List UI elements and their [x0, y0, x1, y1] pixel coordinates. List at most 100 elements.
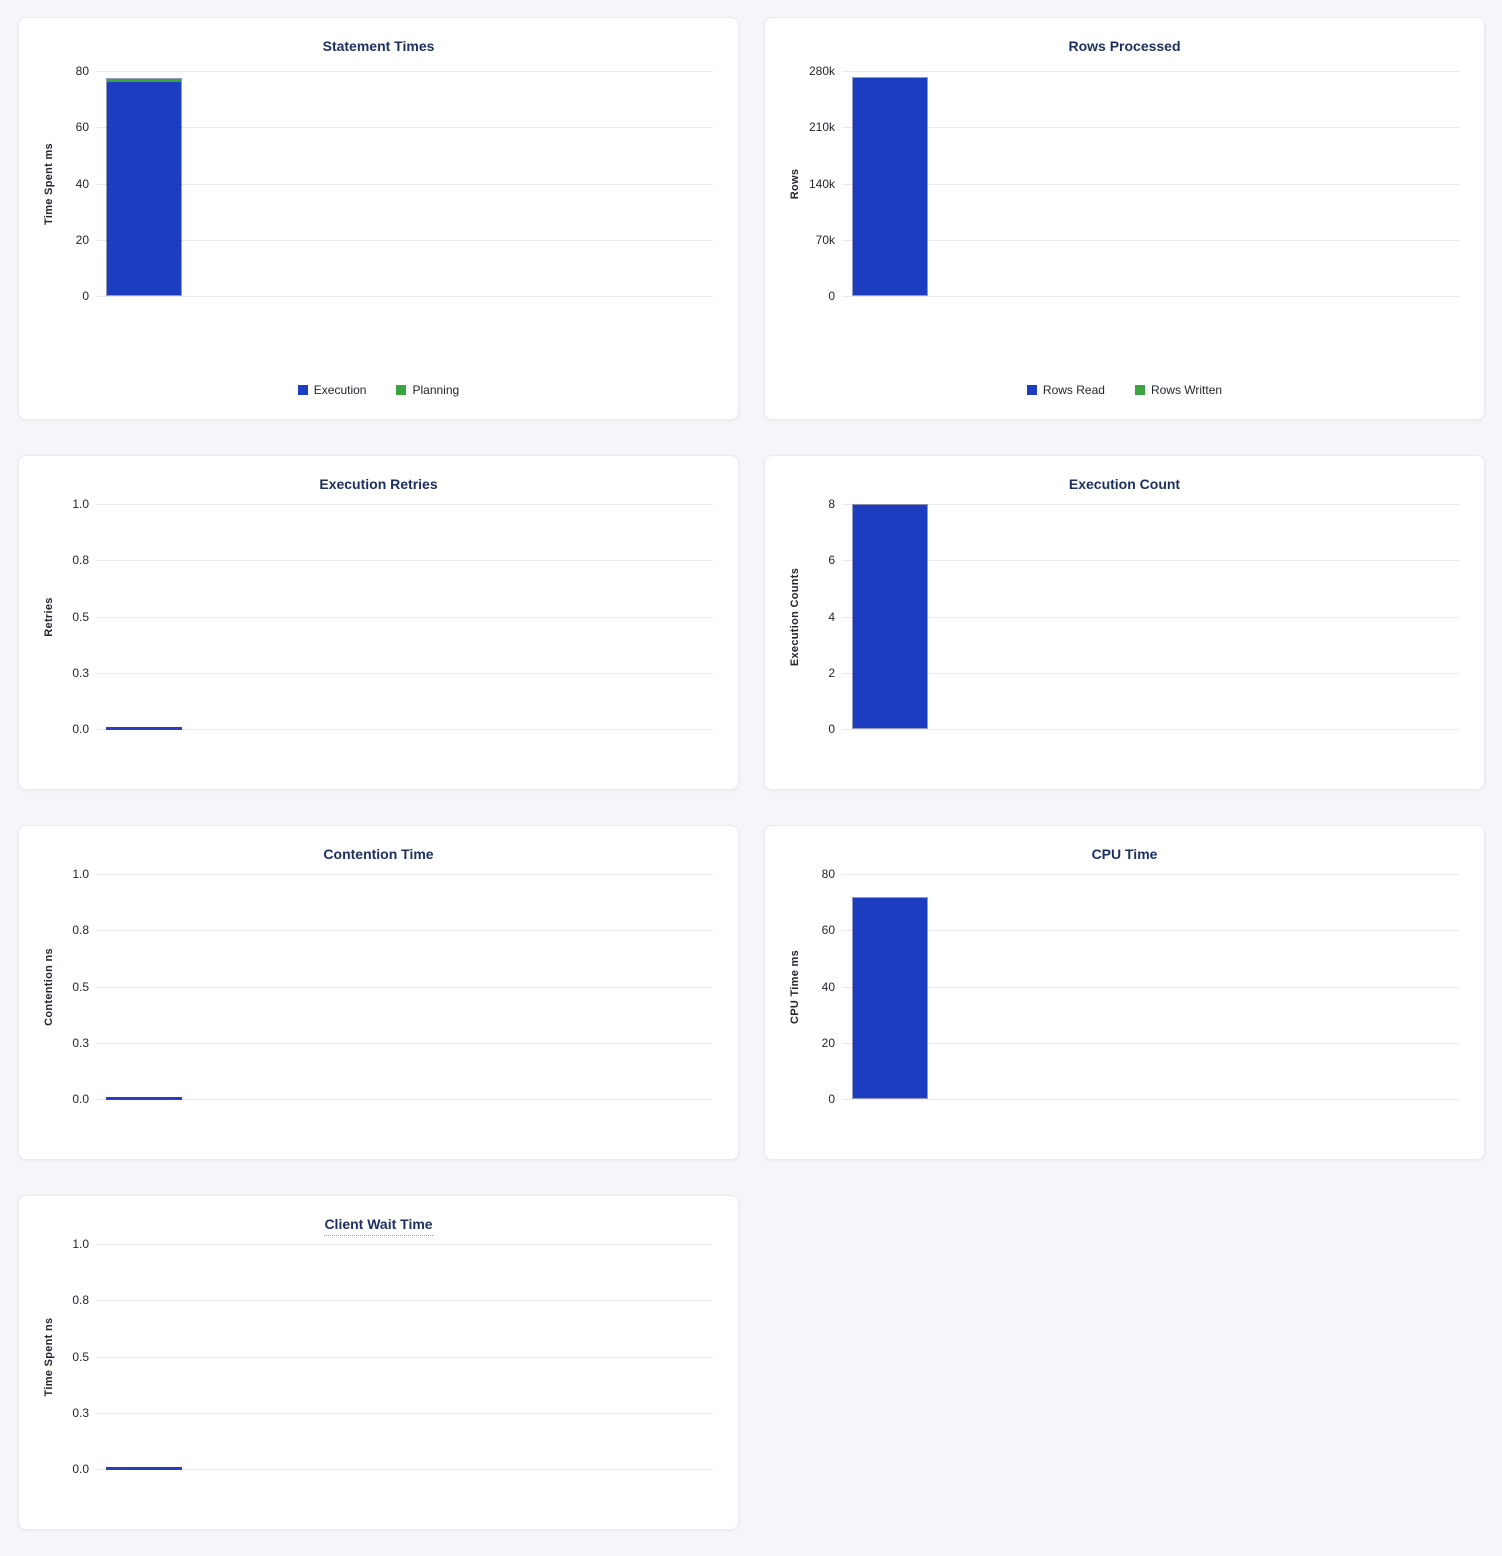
gridline — [96, 729, 713, 730]
y-tick-label: 1.0 — [72, 497, 89, 511]
y-tick-label: 140k — [808, 176, 835, 191]
chart-title-row: CPU Time — [765, 826, 1484, 864]
chart-card-statement-times: Statement Times Time Spent ms 0 20 40 60 80 … — [18, 17, 739, 420]
y-tick-label: 0.3 — [72, 1035, 89, 1050]
zero-value-bar — [106, 1097, 182, 1100]
legend-label: Execution — [313, 383, 367, 397]
legend-swatch-execution — [297, 385, 308, 395]
chart-title: Rows Processed — [1068, 38, 1181, 54]
y-tick-label: 2 — [828, 665, 835, 680]
y-tick-label: 0 — [828, 722, 835, 736]
legend: Execution Planning — [19, 383, 738, 397]
chart-title-row: Execution Count — [765, 456, 1484, 494]
chart-title-row: Contention Time — [19, 826, 738, 864]
legend-swatch-planning — [396, 385, 407, 395]
gridline — [96, 930, 713, 932]
gridline — [96, 504, 713, 505]
bar-segment-execution-count — [853, 505, 927, 728]
gridline — [96, 672, 713, 674]
bar-segment-planning — [107, 79, 181, 82]
gridline — [96, 1300, 713, 1302]
gridline — [96, 1469, 713, 1470]
y-tick-label: 6 — [828, 553, 835, 568]
chart-title: Statement Times — [322, 38, 435, 54]
gridline — [842, 239, 1459, 241]
gridline — [842, 504, 1459, 505]
y-tick-label: 210k — [808, 120, 835, 135]
gridline — [842, 560, 1459, 562]
y-tick-label: 0.8 — [72, 553, 89, 568]
legend-swatch-rows-written — [1134, 385, 1145, 395]
gridline — [96, 1356, 713, 1358]
bar-segment-rows-read — [853, 78, 927, 295]
gridline — [96, 1244, 713, 1245]
y-tick-label: 0.0 — [72, 1462, 89, 1476]
y-tick-label: 1.0 — [72, 1237, 89, 1251]
bar — [852, 896, 928, 1099]
y-tick-label: 0.5 — [72, 979, 89, 994]
gridline — [842, 874, 1459, 875]
legend-item-planning: Planning — [396, 383, 459, 397]
gridline — [96, 616, 713, 618]
legend-label: Rows Read — [1042, 383, 1105, 397]
y-tick-label: 4 — [828, 609, 835, 624]
gridline — [842, 1042, 1459, 1044]
gridline — [96, 183, 713, 185]
bar-segment-execution — [107, 81, 181, 295]
y-tick-label: 60 — [821, 923, 835, 938]
chart-title: Execution Retries — [319, 476, 438, 492]
chart-title[interactable]: Client Wait Time — [324, 1216, 433, 1236]
y-tick-label: 70k — [815, 232, 835, 247]
gridline — [96, 1099, 713, 1100]
gridline — [842, 71, 1459, 72]
gridline — [842, 127, 1459, 129]
gridline — [96, 239, 713, 241]
y-tick-label: 0.8 — [72, 923, 89, 938]
y-tick-label: 0.8 — [72, 1293, 89, 1308]
legend: Rows Read Rows Written — [765, 383, 1484, 397]
chart-title-row: Statement Times — [19, 18, 738, 56]
y-tick-label: 40 — [75, 176, 89, 191]
legend-item-rows-read: Rows Read — [1026, 383, 1105, 397]
y-tick-label: 1.0 — [72, 867, 89, 881]
legend-label: Planning — [412, 383, 460, 397]
chart-card-client-wait-time: Client Wait Time Time Spent ns 0.0 0.3 0.5… — [18, 1195, 739, 1530]
y-tick-label: 0 — [828, 289, 835, 303]
chart-title-row: Rows Processed — [765, 18, 1484, 56]
gridline — [96, 1042, 713, 1044]
gridline — [96, 296, 713, 297]
gridline — [842, 986, 1459, 988]
plot-area: 0 20 40 60 80 — [822, 867, 1459, 1106]
y-tick-label: 60 — [75, 120, 89, 135]
y-tick-label: 0.0 — [72, 1092, 89, 1106]
plot-area: 0.0 0.3 0.5 0.8 1.0 — [72, 1237, 713, 1476]
y-tick-label: 80 — [75, 64, 89, 78]
bar-segment-cpu-time — [853, 897, 927, 1098]
zero-value-bar — [106, 727, 182, 730]
y-tick-label: 0.3 — [72, 1405, 89, 1420]
y-tick-label: 0 — [828, 1092, 835, 1106]
gridline — [842, 729, 1459, 730]
gridline — [96, 560, 713, 562]
y-tick-label: 280k — [808, 64, 835, 78]
chart-card-contention-time: Contention Time Contention ns 0.0 0.3 0.5 0… — [18, 825, 739, 1160]
gridline — [842, 183, 1459, 185]
chart-title-row: Execution Retries — [19, 456, 738, 494]
gridline — [96, 874, 713, 875]
bar — [106, 78, 182, 296]
y-tick-label: 20 — [75, 232, 89, 247]
legend-swatch-rows-read — [1026, 385, 1037, 395]
chart-title: CPU Time — [1091, 846, 1158, 862]
y-tick-label: 20 — [821, 1035, 835, 1050]
plot-area: 0 20 40 60 80 — [76, 64, 713, 303]
plot-area: 0.0 0.3 0.5 0.8 1.0 — [72, 497, 713, 736]
y-tick-label: 80 — [821, 867, 835, 881]
gridline — [96, 986, 713, 988]
legend-label: Rows Written — [1150, 383, 1223, 397]
gridline — [842, 616, 1459, 618]
plot-area: 0.0 0.3 0.5 0.8 1.0 — [72, 867, 713, 1106]
y-tick-label: 0.5 — [72, 609, 89, 624]
gridline — [96, 71, 713, 72]
